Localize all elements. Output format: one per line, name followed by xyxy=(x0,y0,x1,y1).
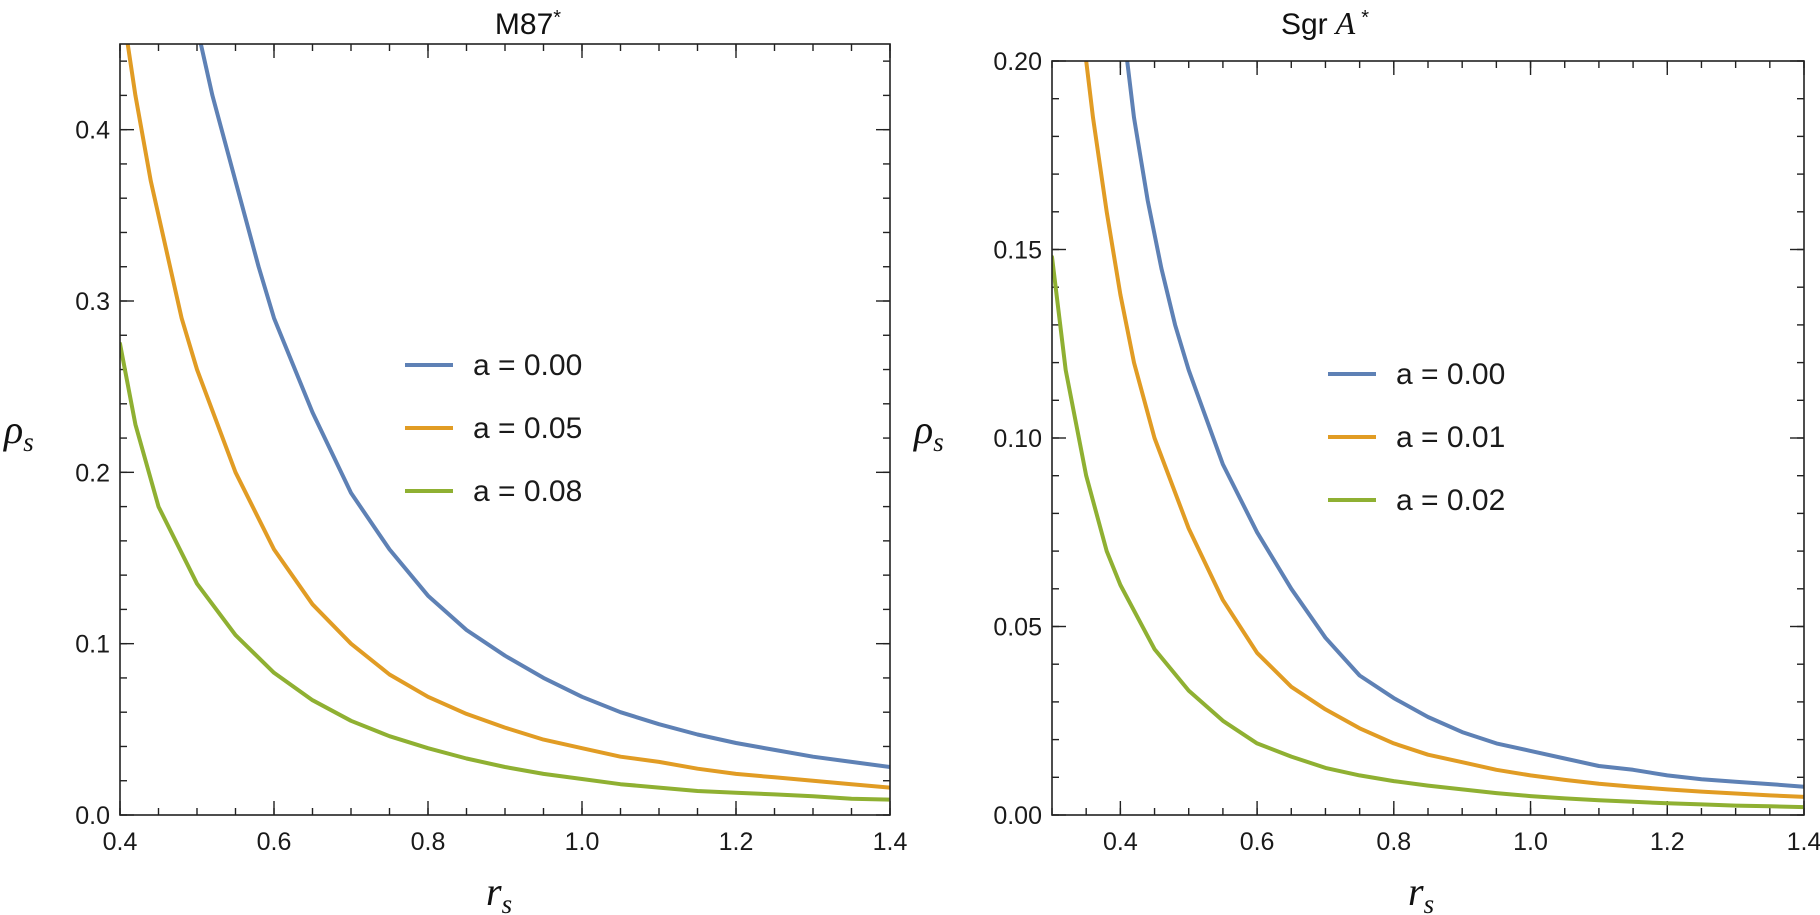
x-tick-label: 0.4 xyxy=(1103,828,1138,856)
y-tick-label: 0.20 xyxy=(993,48,1042,76)
series-lines xyxy=(120,44,890,802)
x-tick-label: 0.6 xyxy=(1240,828,1275,856)
chart-title-main: M87 xyxy=(495,8,553,41)
x-axis-label: rs xyxy=(1408,869,1434,915)
y-axis-label-main: ρ xyxy=(912,407,933,452)
y-axis-label: ρs xyxy=(2,407,34,457)
y-tick-label: 0.2 xyxy=(75,459,110,487)
y-tick-label: 0.05 xyxy=(993,614,1042,642)
series-line-1 xyxy=(125,44,890,790)
y-axis-label-sub: s xyxy=(933,427,944,457)
series-line-2 xyxy=(1052,255,1804,810)
y-tick-label: 0.0 xyxy=(75,802,110,830)
chart-m87: M87* 0.4 0.6 0.8 1.0 1.2 1.4 0.0 0.1 0.2 0.3 0.4 ρ… xyxy=(2,7,907,915)
chart-title-ital: A xyxy=(1334,5,1356,41)
chart-title-main: Sgr xyxy=(1281,8,1328,41)
tick-labels: 0.4 0.6 0.8 1.0 1.2 1.4 0.0 0.1 0.2 0.3 0.4 xyxy=(75,117,907,856)
x-tick-label: 0.4 xyxy=(103,828,138,856)
plot-area: 0.4 0.6 0.8 1.0 1.2 1.4 0.0 0.1 0.2 0.3 0.4 xyxy=(75,43,907,856)
x-axis-label-main: r xyxy=(486,869,502,914)
legend-label: a = 0.00 xyxy=(473,349,582,382)
series-line-2 xyxy=(120,341,890,802)
x-tick-label: 0.6 xyxy=(257,828,292,856)
legend-label: a = 0.02 xyxy=(1396,484,1505,517)
legend: a = 0.00 a = 0.05 a = 0.08 xyxy=(405,349,582,508)
legend-label: a = 0.08 xyxy=(473,475,582,508)
chart-title: M87* xyxy=(495,7,561,41)
y-axis-label: ρs xyxy=(912,407,944,457)
y-tick-label: 0.4 xyxy=(75,117,110,145)
legend-label: a = 0.01 xyxy=(1396,421,1505,454)
legend-label: a = 0.00 xyxy=(1396,358,1505,391)
series-line-1 xyxy=(1084,61,1804,799)
plot-area: 0.4 0.6 0.8 1.0 1.2 1.4 0.00 0.05 0.10 0.15 0.20 xyxy=(993,48,1820,856)
y-tick-label: 0.15 xyxy=(993,237,1042,265)
legend: a = 0.00 a = 0.01 a = 0.02 xyxy=(1328,358,1505,517)
x-tick-label: 1.0 xyxy=(1513,828,1548,856)
y-axis-label-sub: s xyxy=(23,427,34,457)
plot-frame xyxy=(1051,60,1805,816)
axis-ticks xyxy=(119,44,891,816)
series-line-0 xyxy=(1125,61,1804,789)
plot-frame xyxy=(119,43,891,816)
x-axis-label-sub: s xyxy=(502,889,513,915)
x-axis-label-sub: s xyxy=(1424,889,1435,915)
legend-label: a = 0.05 xyxy=(473,412,582,445)
x-axis-label: rs xyxy=(486,869,512,915)
y-tick-label: 0.00 xyxy=(993,802,1042,830)
x-axis-label-main: r xyxy=(1408,869,1424,914)
chart-title-sup: * xyxy=(553,7,561,29)
y-tick-label: 0.1 xyxy=(75,631,110,659)
x-tick-label: 1.2 xyxy=(1650,828,1685,856)
x-tick-label: 1.4 xyxy=(873,828,908,856)
x-tick-label: 1.0 xyxy=(565,828,600,856)
y-tick-label: 0.3 xyxy=(75,288,110,316)
chart-title-sup: * xyxy=(1361,7,1369,29)
chart-title: Sgr A * xyxy=(1281,5,1369,41)
chart-sgr-a: Sgr A * 0.4 0.6 0.8 1.0 1.2 1.4 0.00 0.05 0.10 0.15… xyxy=(912,5,1820,915)
y-tick-label: 0.10 xyxy=(993,425,1042,453)
x-tick-label: 0.8 xyxy=(1376,828,1411,856)
x-tick-label: 0.8 xyxy=(411,828,446,856)
x-tick-label: 1.4 xyxy=(1787,828,1820,856)
x-tick-label: 1.2 xyxy=(719,828,754,856)
series-line-0 xyxy=(198,44,890,769)
tick-labels: 0.4 0.6 0.8 1.0 1.2 1.4 0.00 0.05 0.10 0.15 0.20 xyxy=(993,48,1820,856)
series-lines xyxy=(1052,61,1804,810)
y-axis-label-main: ρ xyxy=(2,407,23,452)
